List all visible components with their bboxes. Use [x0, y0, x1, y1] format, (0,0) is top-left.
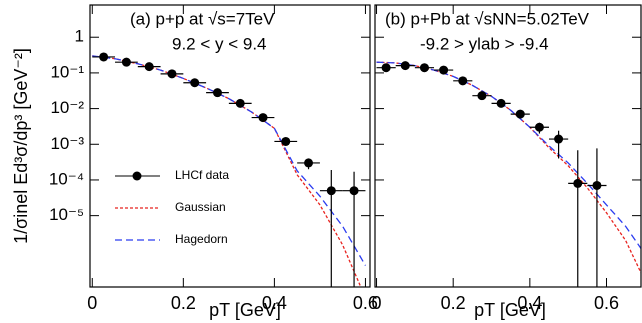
curve [92, 55, 367, 266]
y-tick-label: 10⁻³ [50, 134, 84, 153]
y-tick-label: 10⁻² [50, 98, 84, 117]
legend-label: Gaussian [175, 200, 226, 214]
y-tick-label: 1 [75, 27, 84, 46]
data-point [304, 158, 314, 168]
data-point [281, 136, 291, 146]
data-point [349, 186, 359, 196]
data-point [592, 180, 602, 190]
x-tick-label: 0.2 [441, 293, 466, 313]
x-tick-label: 0 [87, 293, 97, 313]
x-axis-label: pT [GeV] [209, 300, 281, 320]
legend-label: LHCf data [175, 168, 229, 182]
data-point [190, 78, 200, 88]
y-axis-label: 1/σinel Ed³σ/dp³ [GeV⁻²] [11, 48, 31, 244]
data-point [458, 76, 468, 86]
data-point [400, 61, 410, 71]
data-point [534, 122, 544, 132]
data-point [381, 63, 391, 73]
y-tick-label: 10⁻¹ [50, 62, 84, 81]
plot-area [376, 61, 642, 287]
data-point [167, 69, 177, 79]
data-point [515, 109, 525, 119]
x-axis-label: pT [GeV] [474, 300, 546, 320]
data-point [439, 65, 449, 75]
data-point [419, 63, 429, 73]
data-point [477, 91, 487, 101]
panel-subtitle: 9.2 < y < 9.4 [172, 34, 267, 53]
data-point [326, 186, 336, 196]
data-point [573, 178, 583, 188]
y-tick-label: 10⁻⁵ [49, 205, 84, 224]
data-point [99, 52, 109, 62]
plot-frame [374, 4, 642, 288]
x-tick-label: 0 [372, 293, 382, 313]
legend-marker [132, 171, 142, 181]
data-point [212, 88, 222, 98]
data-point [144, 62, 154, 72]
plot-frame [89, 4, 371, 288]
y-tick-label: 10⁻⁴ [49, 169, 84, 188]
panel-subtitle: -9.2 > ylab > -9.4 [420, 34, 549, 53]
curve [376, 61, 642, 249]
curve [376, 61, 642, 274]
data-point [496, 98, 506, 108]
panel-title: (a) p+p at √s=7TeV [130, 9, 275, 28]
data-point [258, 113, 268, 123]
data-point [235, 98, 245, 108]
legend-label: Hagedorn [175, 232, 228, 246]
x-tick-label: 0.2 [171, 293, 196, 313]
x-tick-label: 0.6 [353, 293, 378, 313]
x-tick-label: 0.4 [262, 293, 287, 313]
panel-title: (b) p+Pb at √sNN=5.02TeV [385, 9, 590, 28]
data-point [554, 134, 564, 144]
x-tick-label: 0.4 [517, 293, 542, 313]
data-point [121, 57, 131, 67]
x-tick-label: 0.6 [594, 293, 619, 313]
plot-area [92, 52, 367, 287]
